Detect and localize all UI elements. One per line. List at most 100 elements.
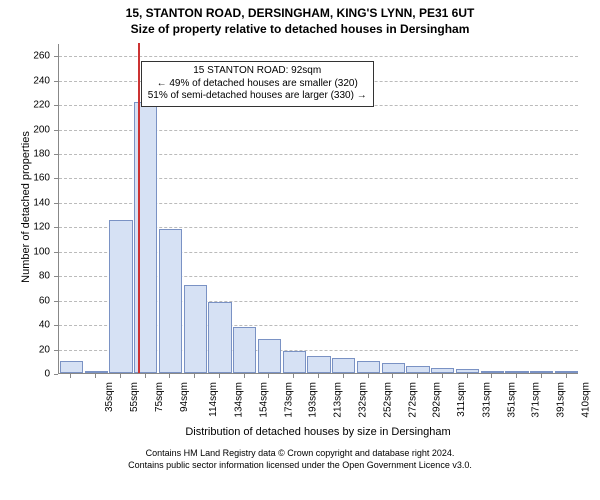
y-tick-mark bbox=[54, 178, 58, 179]
histogram-bar bbox=[481, 371, 504, 373]
histogram-bar bbox=[109, 220, 132, 373]
y-tick-mark bbox=[54, 130, 58, 131]
histogram-bar bbox=[406, 366, 429, 373]
x-tick-label: 292sqm bbox=[432, 382, 443, 418]
x-tick-mark bbox=[169, 374, 170, 378]
histogram-bar bbox=[530, 371, 553, 373]
y-tick-label: 20 bbox=[0, 344, 50, 355]
histogram-bar bbox=[283, 351, 306, 373]
x-tick-mark bbox=[343, 374, 344, 378]
histogram-bar bbox=[505, 371, 528, 373]
footer-line-2: Contains public sector information licen… bbox=[0, 460, 600, 472]
y-tick-mark bbox=[54, 374, 58, 375]
x-tick-mark bbox=[516, 374, 517, 378]
y-tick-label: 40 bbox=[0, 320, 50, 331]
histogram-bar bbox=[456, 369, 479, 373]
histogram-bar bbox=[159, 229, 182, 373]
x-tick-label: 232sqm bbox=[358, 382, 369, 418]
histogram-bar bbox=[85, 371, 108, 373]
title-line-2: Size of property relative to detached ho… bbox=[0, 22, 600, 38]
x-tick-label: 371sqm bbox=[531, 382, 542, 418]
chart-title: 15, STANTON ROAD, DERSINGHAM, KING'S LYN… bbox=[0, 0, 600, 37]
x-tick-mark bbox=[318, 374, 319, 378]
y-tick-label: 140 bbox=[0, 197, 50, 208]
x-tick-label: 272sqm bbox=[407, 382, 418, 418]
x-tick-label: 154sqm bbox=[259, 382, 270, 418]
x-tick-label: 391sqm bbox=[556, 382, 567, 418]
y-tick-mark bbox=[54, 81, 58, 82]
annotation-box: 15 STANTON ROAD: 92sqm← 49% of detached … bbox=[141, 61, 374, 107]
x-tick-label: 213sqm bbox=[333, 382, 344, 418]
y-tick-mark bbox=[54, 154, 58, 155]
grid-line bbox=[59, 56, 578, 57]
y-tick-label: 120 bbox=[0, 222, 50, 233]
histogram-bar bbox=[258, 339, 281, 373]
x-tick-label: 134sqm bbox=[234, 382, 245, 418]
annotation-line: ← 49% of detached houses are smaller (32… bbox=[148, 78, 367, 91]
x-tick-mark bbox=[244, 374, 245, 378]
x-tick-label: 331sqm bbox=[481, 382, 492, 418]
y-tick-label: 180 bbox=[0, 149, 50, 160]
y-tick-label: 240 bbox=[0, 75, 50, 86]
histogram-bar bbox=[332, 358, 355, 373]
x-tick-mark bbox=[467, 374, 468, 378]
y-tick-mark bbox=[54, 350, 58, 351]
x-tick-mark bbox=[541, 374, 542, 378]
y-tick-label: 0 bbox=[0, 369, 50, 380]
x-tick-mark bbox=[95, 374, 96, 378]
histogram-bar bbox=[382, 363, 405, 373]
x-tick-mark bbox=[70, 374, 71, 378]
x-tick-mark bbox=[442, 374, 443, 378]
histogram-bar bbox=[60, 361, 83, 373]
x-tick-mark bbox=[120, 374, 121, 378]
x-tick-label: 94sqm bbox=[179, 382, 190, 412]
x-tick-label: 193sqm bbox=[308, 382, 319, 418]
histogram-bar bbox=[555, 371, 578, 373]
x-tick-label: 252sqm bbox=[382, 382, 393, 418]
histogram-bar bbox=[233, 327, 256, 373]
annotation-line: 15 STANTON ROAD: 92sqm bbox=[148, 65, 367, 78]
y-tick-mark bbox=[54, 276, 58, 277]
x-tick-label: 410sqm bbox=[580, 382, 591, 418]
x-tick-mark bbox=[219, 374, 220, 378]
histogram-bar bbox=[307, 356, 330, 373]
x-tick-mark bbox=[392, 374, 393, 378]
histogram-bar bbox=[431, 368, 454, 373]
y-tick-label: 160 bbox=[0, 173, 50, 184]
x-tick-mark bbox=[145, 374, 146, 378]
x-tick-mark bbox=[268, 374, 269, 378]
y-tick-mark bbox=[54, 105, 58, 106]
y-tick-mark bbox=[54, 203, 58, 204]
y-tick-mark bbox=[54, 227, 58, 228]
footer-line-1: Contains HM Land Registry data © Crown c… bbox=[0, 448, 600, 460]
x-tick-label: 35sqm bbox=[104, 382, 115, 412]
y-tick-label: 200 bbox=[0, 124, 50, 135]
x-tick-label: 311sqm bbox=[456, 382, 467, 417]
chart-container: 15, STANTON ROAD, DERSINGHAM, KING'S LYN… bbox=[0, 0, 600, 500]
y-tick-mark bbox=[54, 301, 58, 302]
x-tick-mark bbox=[368, 374, 369, 378]
x-tick-mark bbox=[293, 374, 294, 378]
x-tick-label: 351sqm bbox=[506, 382, 517, 418]
plot-area: 15 STANTON ROAD: 92sqm← 49% of detached … bbox=[58, 44, 578, 374]
y-tick-label: 60 bbox=[0, 295, 50, 306]
y-tick-label: 100 bbox=[0, 246, 50, 257]
histogram-bar bbox=[357, 361, 380, 373]
x-tick-mark bbox=[194, 374, 195, 378]
y-tick-mark bbox=[54, 325, 58, 326]
histogram-bar bbox=[208, 302, 231, 373]
x-tick-mark bbox=[566, 374, 567, 378]
title-line-1: 15, STANTON ROAD, DERSINGHAM, KING'S LYN… bbox=[0, 6, 600, 22]
y-tick-mark bbox=[54, 252, 58, 253]
x-axis-title: Distribution of detached houses by size … bbox=[58, 426, 578, 438]
x-tick-label: 173sqm bbox=[283, 382, 294, 418]
y-tick-label: 220 bbox=[0, 100, 50, 111]
y-tick-label: 260 bbox=[0, 51, 50, 62]
x-tick-label: 55sqm bbox=[129, 382, 140, 412]
footer: Contains HM Land Registry data © Crown c… bbox=[0, 448, 600, 471]
y-tick-mark bbox=[54, 56, 58, 57]
x-tick-label: 75sqm bbox=[154, 382, 165, 412]
x-tick-label: 114sqm bbox=[208, 382, 219, 417]
annotation-line: 51% of semi-detached houses are larger (… bbox=[148, 90, 367, 103]
x-tick-mark bbox=[417, 374, 418, 378]
